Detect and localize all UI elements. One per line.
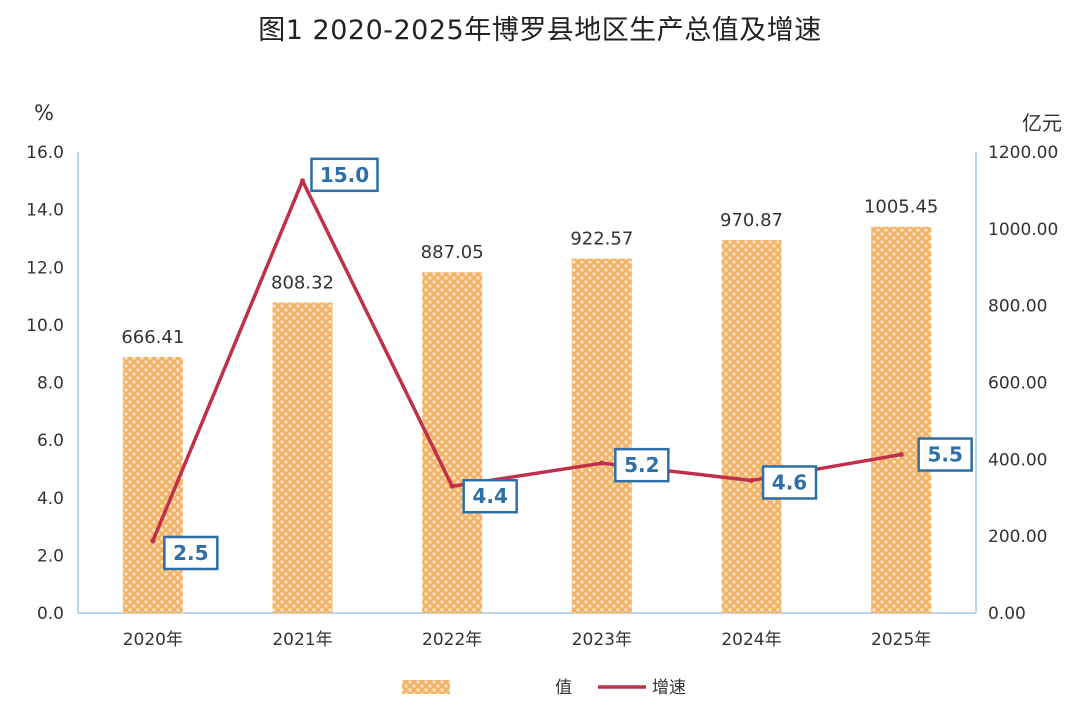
left-tick-label: 16.0 — [26, 143, 64, 163]
bar-value-label: 1005.45 — [864, 197, 938, 218]
right-tick-label: 600.00 — [988, 374, 1047, 394]
growth-label-box — [310, 157, 379, 193]
right-tick-label: 0.00 — [988, 604, 1026, 624]
x-tick-label: 2020年 — [123, 630, 183, 650]
left-tick-label: 8.0 — [37, 374, 64, 394]
right-tick-label: 1200.00 — [988, 143, 1058, 163]
bar-value-label: 808.32 — [271, 272, 334, 293]
growth-label-box — [761, 465, 818, 500]
bar-value-label: 922.57 — [570, 229, 633, 250]
bar — [721, 240, 782, 613]
growth-point — [898, 452, 904, 458]
x-tick-label: 2022年 — [422, 630, 482, 650]
bar-value-label: 887.05 — [421, 242, 484, 263]
bar — [122, 356, 183, 613]
legend-bar-label: 值 — [555, 678, 572, 698]
growth-value-label: 4.4 — [472, 484, 507, 508]
left-tick-label: 10.0 — [26, 316, 64, 336]
growth-label-box — [163, 535, 219, 571]
growth-point — [150, 538, 156, 544]
right-axis-unit: 亿元 — [1022, 111, 1062, 135]
legend-line-label: 增速 — [652, 678, 686, 698]
growth-label-box — [917, 437, 973, 472]
growth-point — [599, 460, 605, 466]
x-tick-label: 2025年 — [871, 630, 931, 650]
growth-value-label: 5.2 — [624, 453, 659, 477]
right-tick-label: 800.00 — [988, 297, 1047, 317]
left-axis-unit: % — [34, 101, 54, 125]
growth-value-label: 4.6 — [772, 470, 807, 494]
legend-bar-swatch — [402, 680, 450, 694]
left-tick-label: 2.0 — [37, 546, 64, 566]
bar-value-label: 666.41 — [121, 327, 184, 348]
bar-value-label: 970.87 — [720, 210, 783, 231]
growth-point — [449, 483, 455, 489]
x-tick-label: 2024年 — [721, 630, 781, 650]
bar — [571, 258, 632, 613]
growth-value-label: 2.5 — [173, 541, 208, 565]
left-tick-label: 6.0 — [37, 431, 64, 451]
left-tick-label: 4.0 — [37, 489, 64, 509]
growth-value-label: 5.5 — [927, 443, 962, 467]
left-tick-label: 14.0 — [26, 201, 64, 221]
chart-title: 图1 2020-2025年博罗县地区生产总值及增速 — [258, 15, 822, 46]
left-tick-label: 0.0 — [37, 604, 64, 624]
x-tick-label: 2023年 — [572, 630, 632, 650]
x-tick-label: 2021年 — [272, 630, 332, 650]
bar — [871, 226, 932, 613]
growth-label-box — [614, 447, 670, 483]
left-tick-label: 12.0 — [26, 258, 64, 278]
growth-point — [300, 178, 305, 184]
bar — [272, 302, 333, 613]
growth-point — [749, 477, 754, 483]
right-tick-label: 1000.00 — [988, 220, 1058, 240]
growth-label-box — [462, 478, 518, 514]
growth-value-label: 15.0 — [320, 163, 369, 187]
right-tick-label: 400.00 — [988, 450, 1047, 470]
right-tick-label: 200.00 — [988, 527, 1047, 547]
